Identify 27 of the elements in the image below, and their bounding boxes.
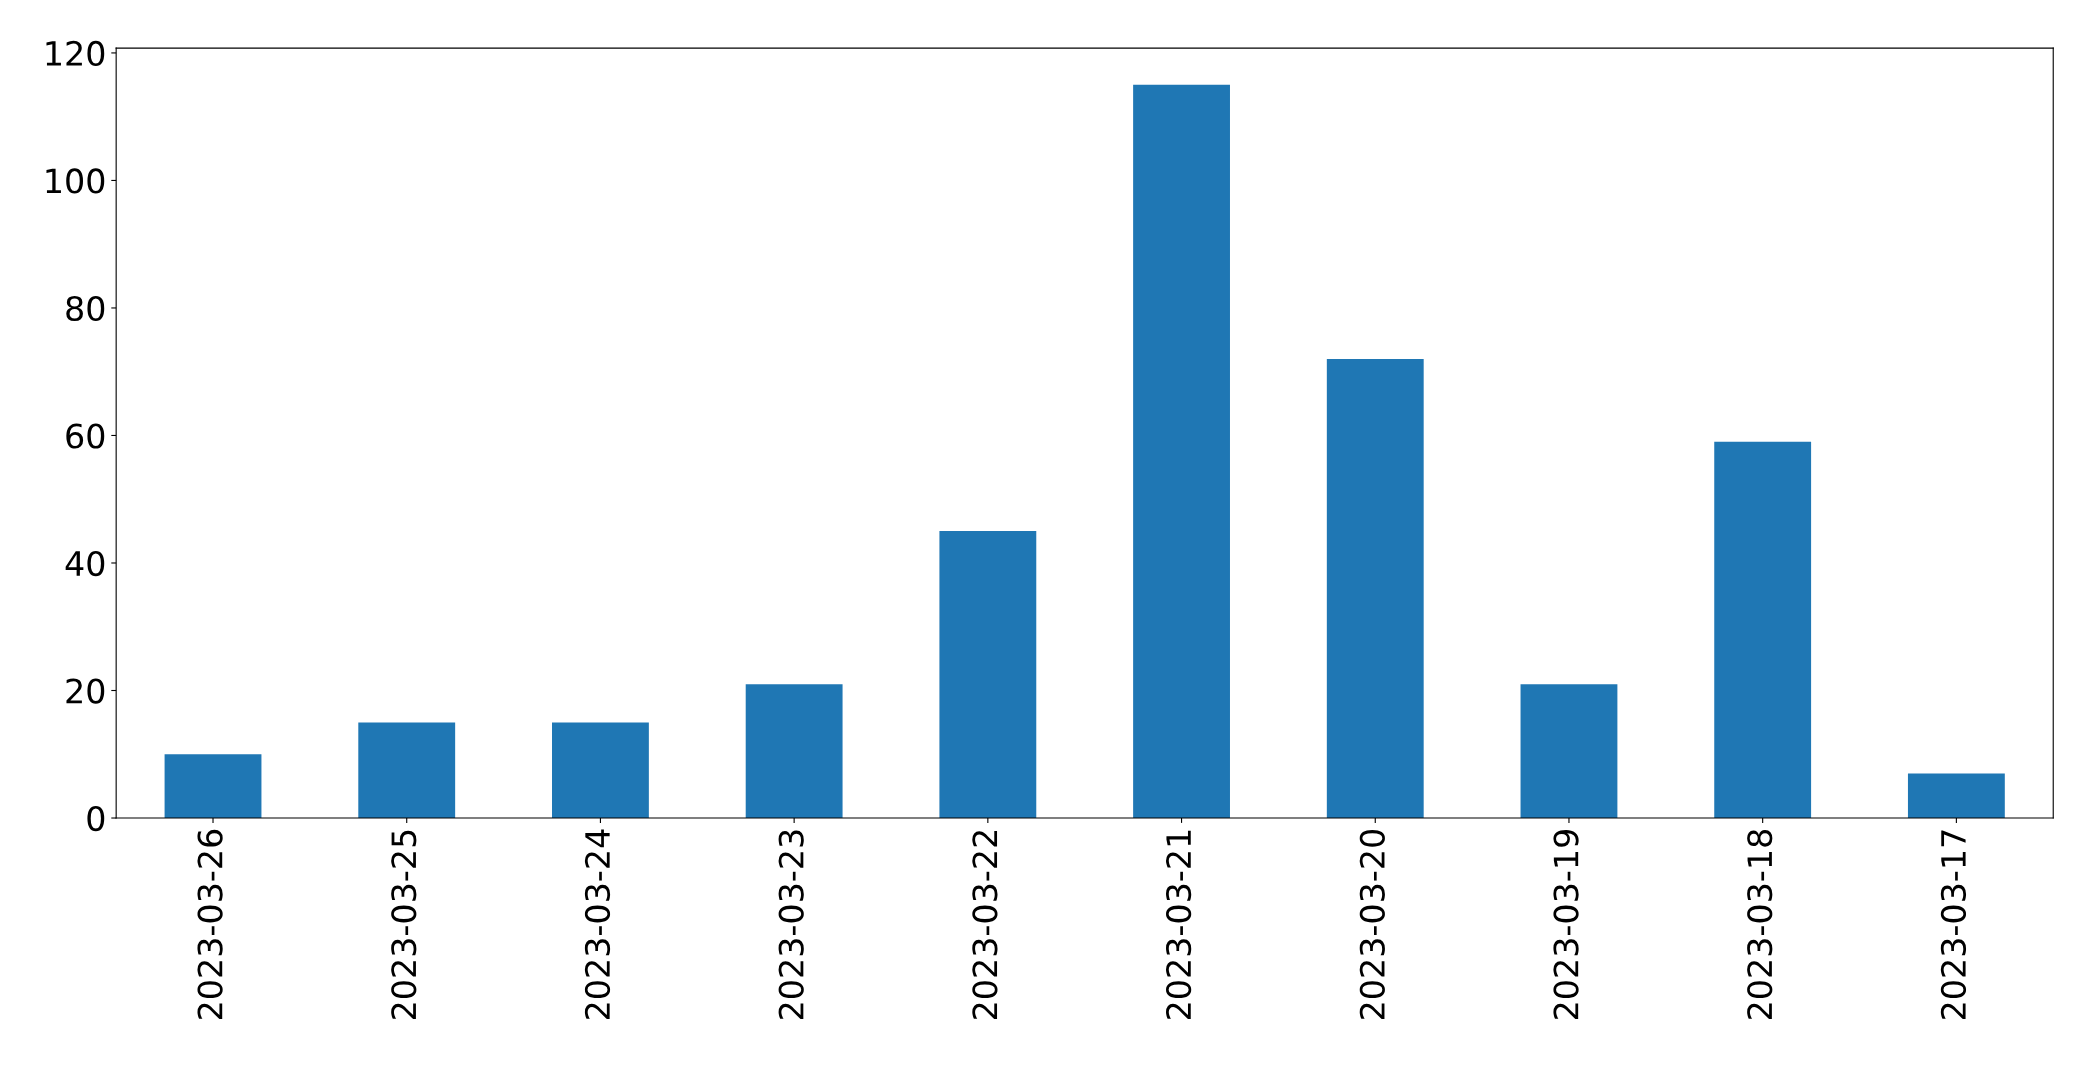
bar xyxy=(1714,441,1812,819)
x-tick-label: 2023-03-22 xyxy=(972,831,998,1020)
bar xyxy=(939,531,1037,819)
bar xyxy=(1133,84,1230,819)
bar xyxy=(358,722,456,819)
y-tick-label: 120 xyxy=(46,40,105,67)
x-tick-label: 2023-03-24 xyxy=(584,829,611,1020)
bar xyxy=(552,722,649,819)
bar xyxy=(1907,773,2005,819)
y-tick-label: 100 xyxy=(46,168,105,194)
bar xyxy=(1520,684,1618,819)
bar xyxy=(164,754,262,819)
bar xyxy=(1326,358,1424,819)
y-tick-label: 80 xyxy=(66,295,105,322)
y-tick-label: 0 xyxy=(87,805,105,832)
x-tick-label: 2023-03-17 xyxy=(1940,830,1967,1020)
bar xyxy=(745,684,843,819)
x-tick-label: 2023-03-25 xyxy=(391,830,417,1020)
x-tick-label: 2023-03-21 xyxy=(1166,830,1192,1020)
x-tick-label: 2023-03-19 xyxy=(1553,830,1579,1020)
y-tick-label: 60 xyxy=(66,423,105,449)
x-tick-label: 2023-03-18 xyxy=(1747,830,1773,1020)
y-tick-label: 20 xyxy=(66,678,105,704)
y-tick-label: 40 xyxy=(65,550,105,577)
x-tick-label: 2023-03-26 xyxy=(197,829,223,1020)
x-tick-label: 2023-03-23 xyxy=(778,830,804,1020)
x-tick-label: 2023-03-20 xyxy=(1359,829,1385,1020)
